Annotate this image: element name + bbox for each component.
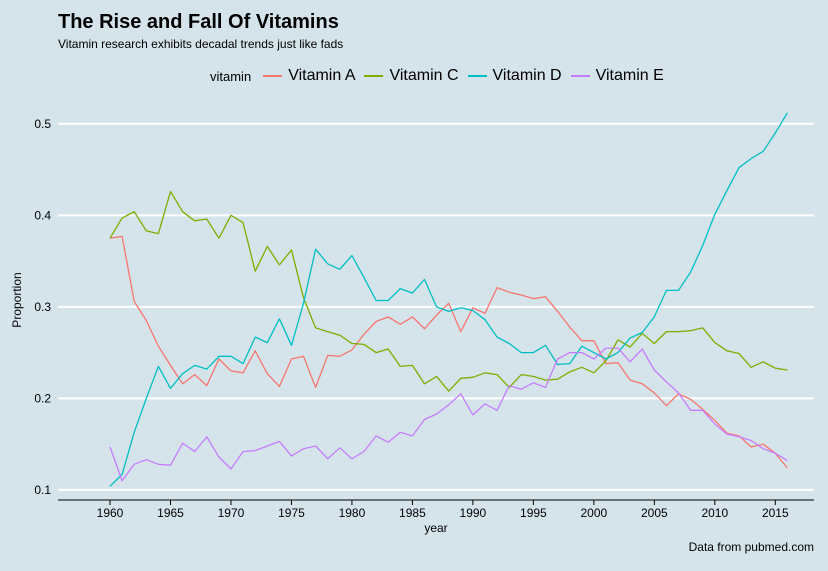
legend-key-vitamin-e (570, 75, 590, 77)
legend: vitamin Vitamin A Vitamin C Vitamin D Vi… (210, 67, 673, 85)
x-tick-label-3: 1975 (278, 506, 305, 520)
legend-key-vitamin-c (364, 75, 384, 77)
chart-subtitle: Vitamin research exhibits decadal trends… (58, 37, 344, 51)
series-line-vitamin-e (109, 347, 788, 482)
y-tick-label-4: 0.5 (34, 117, 51, 131)
legend-key-vitamin-a (263, 75, 283, 77)
legend-item-vitamin-e: Vitamin E (570, 67, 664, 85)
x-tick-label-5: 1985 (399, 506, 426, 520)
y-tick-label-2: 0.3 (34, 300, 51, 314)
x-tick-label-8: 2000 (581, 506, 608, 520)
chart-title: The Rise and Fall Of Vitamins (58, 11, 339, 33)
legend-label-vitamin-c: Vitamin C (389, 67, 459, 84)
x-tick-label-9: 2005 (641, 506, 668, 520)
x-axis-label: year (424, 521, 447, 535)
y-tick-label-3: 0.4 (34, 208, 51, 222)
y-axis-label: Proportion (10, 272, 24, 327)
legend-label-vitamin-a: Vitamin A (288, 67, 356, 84)
legend-title: vitamin (210, 68, 252, 84)
y-tick-label-0: 0.1 (34, 483, 51, 497)
x-tick-label-11: 2015 (762, 506, 789, 520)
x-tick-label-4: 1980 (339, 506, 366, 520)
x-tick-label-1: 1965 (157, 506, 184, 520)
x-tick-label-0: 1960 (97, 506, 124, 520)
legend-label-vitamin-d: Vitamin D (492, 67, 562, 84)
x-tick-label-10: 2010 (701, 506, 728, 520)
y-tick-label-1: 0.2 (34, 391, 51, 405)
series-line-vitamin-c (109, 190, 788, 392)
x-tick-label-2: 1970 (218, 506, 245, 520)
x-tick-label-7: 1995 (520, 506, 547, 520)
series-line-vitamin-a (109, 235, 788, 469)
chart-caption: Data from pubmed.com (688, 540, 814, 554)
legend-item-vitamin-d: Vitamin D (467, 67, 562, 85)
legend-label-vitamin-e: Vitamin E (595, 67, 664, 84)
x-tick-label-6: 1990 (460, 506, 487, 520)
series-line-vitamin-d (109, 112, 788, 487)
legend-item-vitamin-a: Vitamin A (263, 67, 355, 85)
legend-key-vitamin-d (467, 75, 487, 77)
legend-item-vitamin-c: Vitamin C (364, 67, 459, 85)
